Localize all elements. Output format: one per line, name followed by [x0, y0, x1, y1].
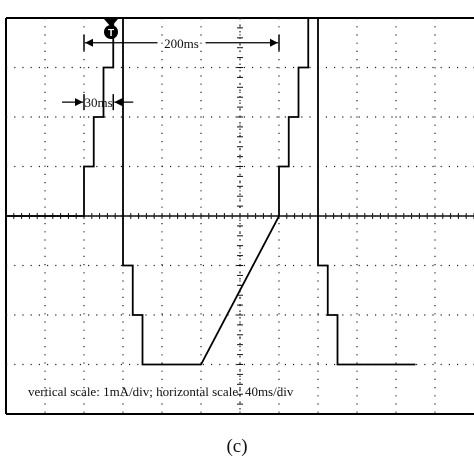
- trigger-arrow-icon: [104, 19, 118, 27]
- scale-note: vertical scale: 1mA/div; horizontal scal…: [28, 384, 294, 399]
- waveform-line: [6, 17, 416, 366]
- annot-200-label: 200ms: [164, 36, 199, 51]
- trigger-label: T: [108, 28, 114, 39]
- figure-caption: (c): [226, 436, 248, 457]
- trigger-marker: T: [104, 19, 118, 39]
- annot-30-arrow-right: [114, 98, 123, 107]
- annot-200-arrow-right: [270, 38, 278, 47]
- annot-30-arrow-left: [75, 98, 83, 107]
- annot-200-arrow-left: [85, 38, 93, 47]
- annotations: 200ms 30ms: [62, 34, 280, 111]
- annot-30-label: 30ms: [85, 95, 113, 110]
- signal-trace: [5, 17, 416, 366]
- trigger-badge-icon: [104, 25, 118, 39]
